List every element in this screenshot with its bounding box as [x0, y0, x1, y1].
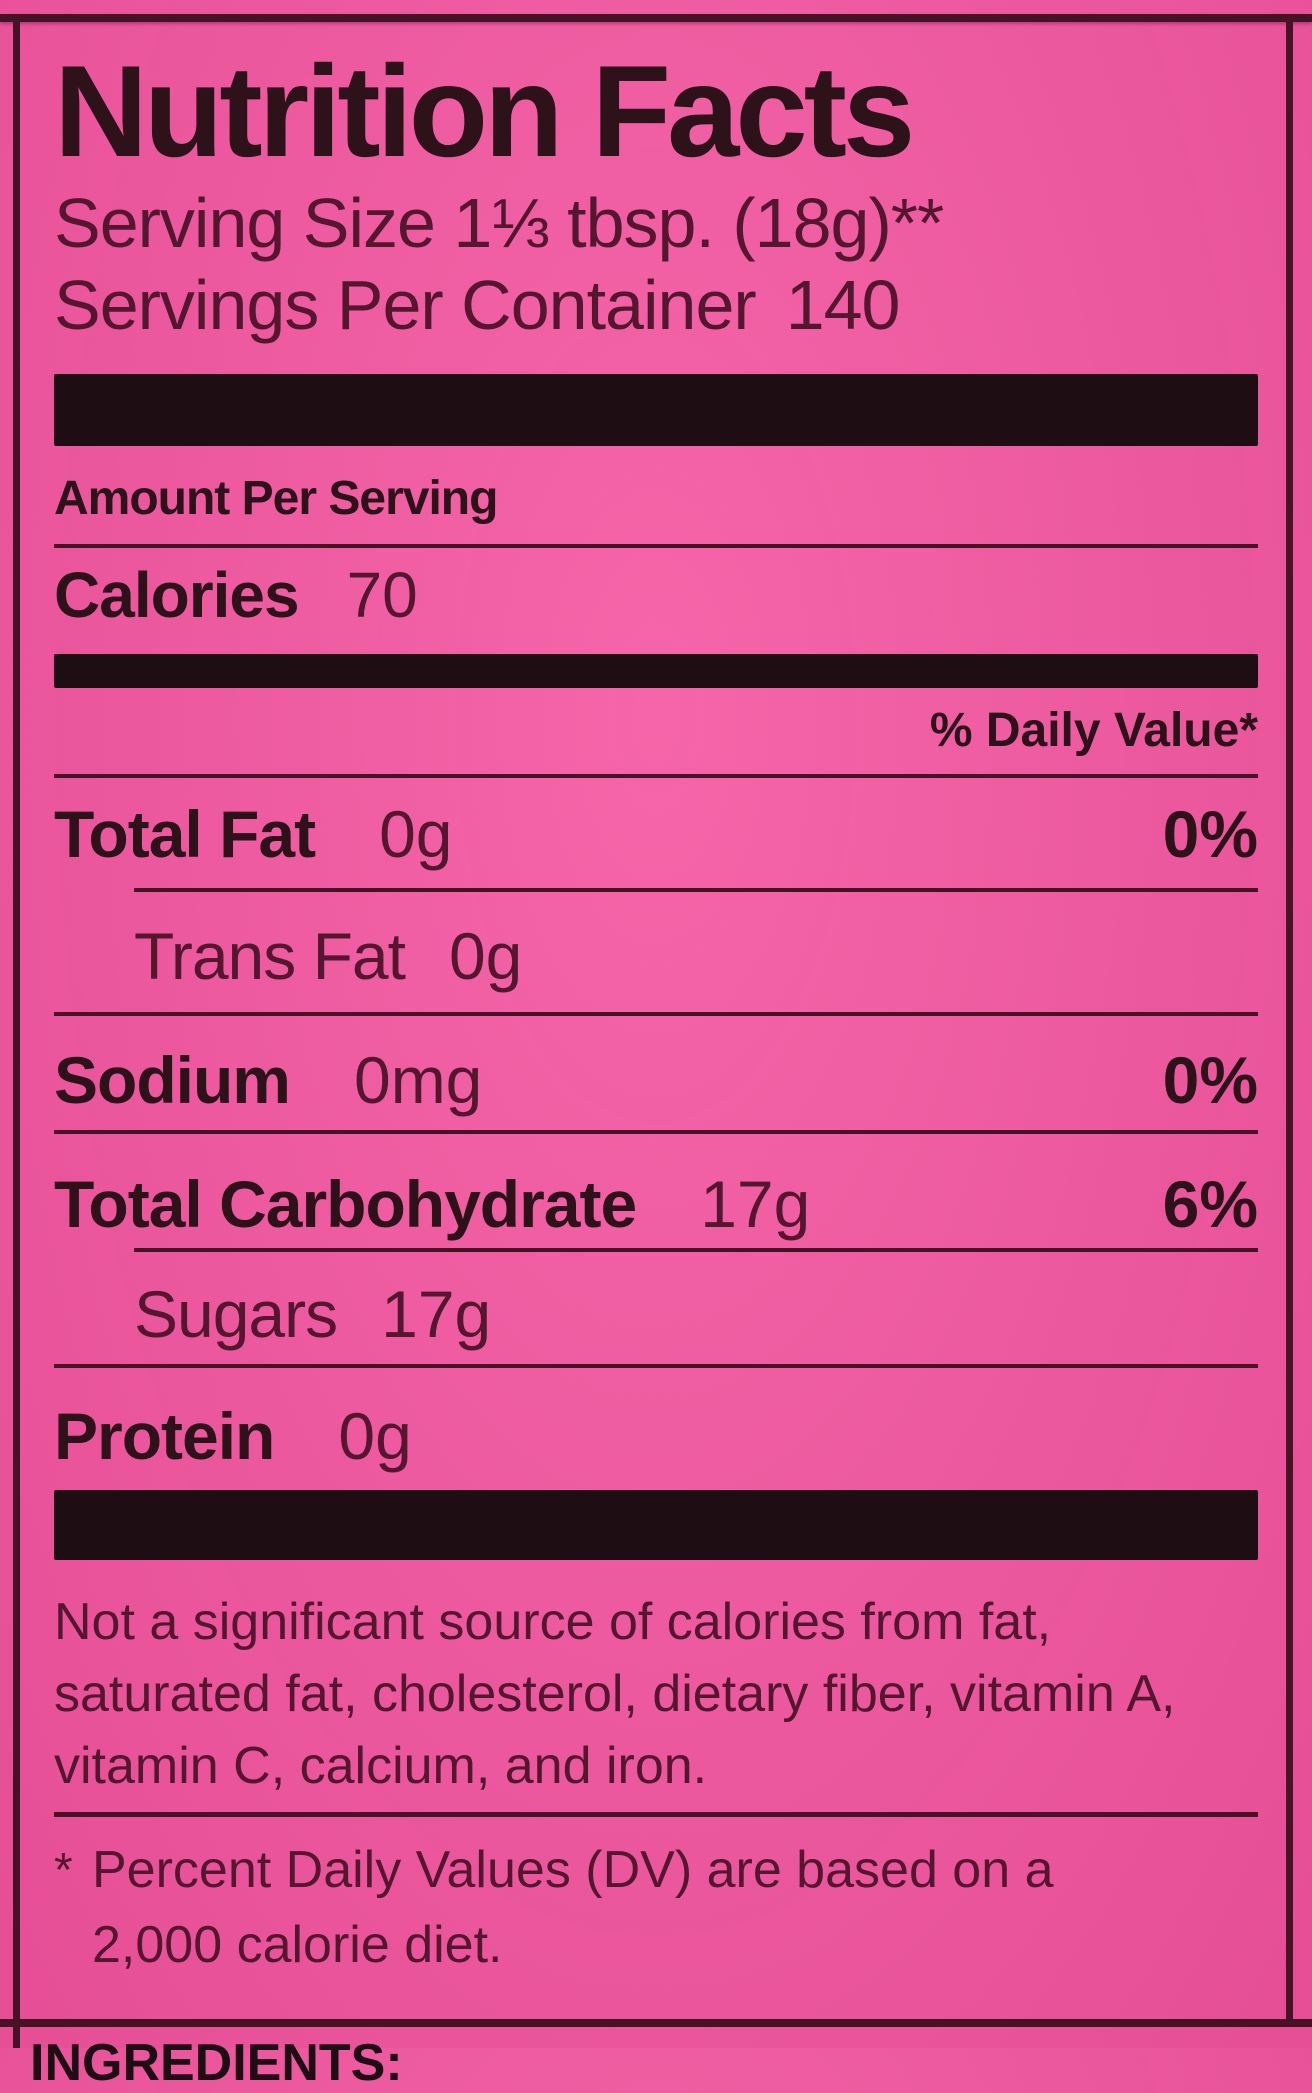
nutrient-row-trans-fat: Trans Fat 0g	[54, 914, 1258, 998]
separator-line	[54, 774, 1258, 778]
daily-value-footnote: * Percent Daily Values (DV) are based on…	[54, 1833, 1258, 1983]
daily-value-header: % Daily Value*	[929, 704, 1258, 757]
nutrient-amount: 0mg	[354, 1043, 483, 1117]
nutrition-facts-title: Nutrition Facts	[54, 38, 915, 184]
label-content: Nutrition Facts Serving Size 1⅓ tbsp. (1…	[20, 22, 1286, 1983]
separator-line-indented	[134, 1248, 1258, 1252]
servings-per-container-line: Servings Per Container 140	[54, 264, 1258, 346]
nutrient-row-sodium: Sodium 0mg 0%	[54, 1038, 1258, 1122]
servings-per-container-value: 140	[785, 266, 901, 344]
ingredients-partial-text: INGREDIENTS:	[30, 2034, 403, 2092]
label-border-right	[1286, 14, 1293, 2027]
nutrient-row-sugars: Sugars 17g	[54, 1272, 1258, 1356]
nutrient-name: Total Fat	[54, 797, 316, 871]
calories-value: 70	[346, 559, 418, 631]
divider-bar-medium	[54, 654, 1258, 688]
nutrient-name: Protein	[54, 1399, 275, 1473]
nutrient-name: Sodium	[54, 1043, 291, 1117]
separator-line	[54, 544, 1258, 548]
nutrient-amount: 0g	[379, 797, 453, 871]
serving-size-line: Serving Size 1⅓ tbsp. (18g)**	[54, 184, 944, 262]
nutrient-amount: 17g	[381, 1277, 492, 1351]
label-border-left	[13, 14, 20, 2048]
calories-row: Calories 70	[54, 562, 1258, 628]
nutrient-row-protein: Protein 0g	[54, 1394, 1258, 1478]
separator-line	[54, 1364, 1258, 1368]
nutrient-name: Trans Fat	[134, 919, 406, 993]
nutrient-amount: 0g	[448, 919, 523, 993]
nutrient-name: Sugars	[134, 1277, 338, 1351]
divider-bar-thick	[54, 1490, 1258, 1560]
insignificant-source-note: Not a significant source of calories fro…	[54, 1593, 1176, 1795]
amount-per-serving-label: Amount Per Serving	[54, 472, 498, 525]
nutrient-row-total-carbohydrate: Total Carbohydrate 17g 6%	[54, 1162, 1258, 1246]
nutrient-daily-value: 0%	[1162, 1043, 1258, 1117]
separator-line-indented	[134, 888, 1258, 892]
nutrient-daily-value: 6%	[1162, 1167, 1258, 1241]
nutrient-daily-value: 0%	[1162, 797, 1258, 871]
footnote-text: Percent Daily Values (DV) are based on a…	[92, 1841, 1054, 1974]
label-border-bottom	[0, 2019, 1312, 2027]
separator-line	[54, 1012, 1258, 1016]
nutrient-name: Total Carbohydrate	[54, 1167, 637, 1241]
servings-per-container-label: Servings Per Container	[54, 266, 757, 344]
calories-label: Calories	[54, 559, 300, 631]
footnote-rule	[54, 1812, 1258, 1817]
separator-line	[54, 1130, 1258, 1134]
divider-bar-thick	[54, 374, 1258, 446]
nutrient-row-total-fat: Total Fat 0g 0%	[54, 792, 1258, 876]
label-border-top	[0, 14, 1312, 22]
nutrient-amount: 17g	[700, 1167, 811, 1241]
nutrient-amount: 0g	[338, 1399, 412, 1473]
footnote-asterisk: *	[54, 1844, 73, 1897]
